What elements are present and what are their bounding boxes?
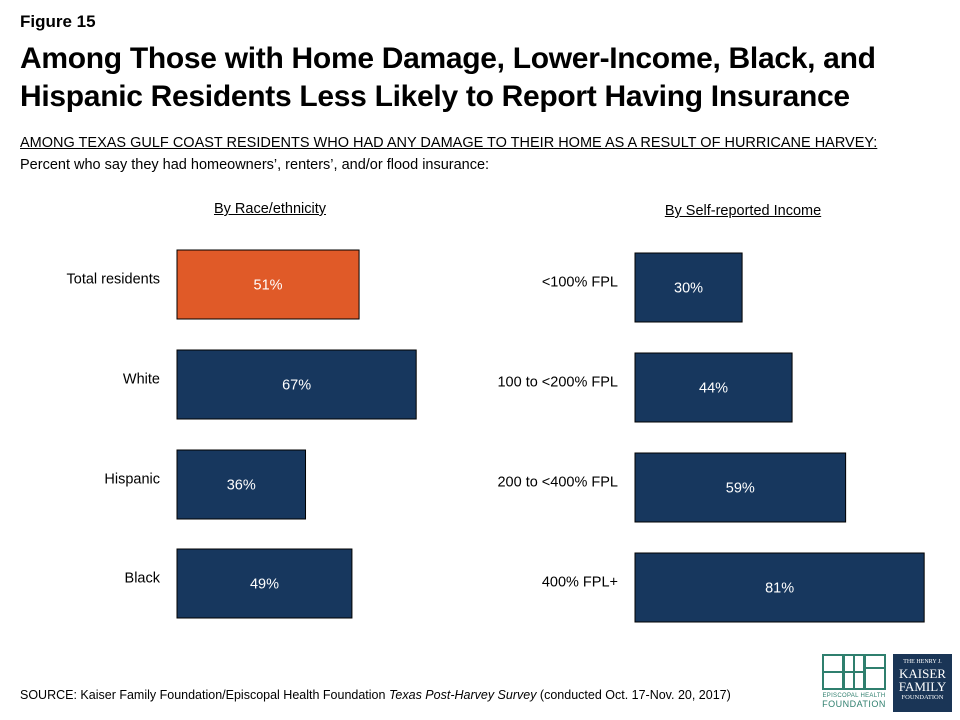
episcopal-health-foundation-logo: EPISCOPAL HEALTH FOUNDATION [818, 654, 890, 712]
chart-subtitle-caps: AMONG TEXAS GULF COAST RESIDENTS WHO HAD… [20, 135, 878, 151]
chart-subtitle-description: Percent who say they had homeowners’, re… [20, 157, 490, 173]
bar-value-label-income-4: 81% [765, 581, 794, 597]
panel-title-income: By Self-reported Income [664, 203, 822, 219]
category-label-race-2: White [123, 372, 160, 388]
source-note: SOURCE: Kaiser Family Foundation/Episcop… [20, 688, 731, 702]
source-prefix: SOURCE: Kaiser Family Foundation/Episcop… [20, 688, 389, 702]
bar-race-3 [176, 449, 307, 520]
panel-title-race: By Race/ethnicity [213, 201, 327, 217]
kaiser-family-foundation-logo: THE HENRY J. KAISER FAMILY FOUNDATION [893, 654, 952, 712]
category-label-income-3: 200 to <400% FPL [497, 475, 618, 491]
bar-value-label-race-1: 51% [254, 278, 283, 294]
bar-income-3 [634, 452, 847, 523]
category-label-race-3: Hispanic [104, 472, 160, 488]
bar-value-label-income-2: 44% [699, 381, 728, 397]
category-label-income-1: <100% FPL [542, 275, 618, 291]
bar-value-label-race-2: 67% [282, 378, 311, 394]
bar-race-1 [176, 249, 360, 320]
bar-race-2 [176, 349, 417, 420]
bar-value-label-race-3: 36% [227, 478, 256, 494]
bar-income-4 [634, 552, 925, 623]
category-label-income-2: 100 to <200% FPL [497, 375, 618, 391]
chart-title-line-1: Among Those with Home Damage, Lower-Inco… [20, 42, 876, 75]
category-label-race-1: Total residents [67, 272, 161, 288]
bar-value-label-income-1: 30% [674, 281, 703, 297]
ehf-logo-line-2: FOUNDATION [822, 699, 886, 709]
bar-value-label-income-3: 59% [726, 481, 755, 497]
kff-logo-line-1: THE HENRY J. [903, 659, 942, 665]
kff-logo-line-3: FAMILY [898, 679, 947, 694]
ehf-logo-line-1: EPISCOPAL HEALTH [822, 693, 886, 699]
chart-title-line-2: Hispanic Residents Less Likely to Report… [20, 80, 850, 113]
source-survey-name: Texas Post-Harvey Survey [388, 688, 537, 702]
category-label-race-4: Black [125, 571, 161, 587]
ehf-mark-icon [822, 654, 886, 690]
figure-label: Figure 15 [20, 12, 96, 31]
bar-race-4 [176, 548, 353, 619]
kff-logo-line-4: FOUNDATION [901, 694, 944, 701]
bar-income-2 [634, 352, 793, 423]
chart-title: Among Those with Home Damage, Lower-Inco… [20, 40, 940, 116]
kff-logo-line-2: KAISER [899, 666, 946, 681]
source-suffix: (conducted Oct. 17-Nov. 20, 2017) [536, 688, 731, 702]
bar-value-label-race-4: 49% [250, 577, 279, 593]
bar-income-1 [634, 252, 743, 323]
category-label-income-4: 400% FPL+ [542, 575, 618, 591]
